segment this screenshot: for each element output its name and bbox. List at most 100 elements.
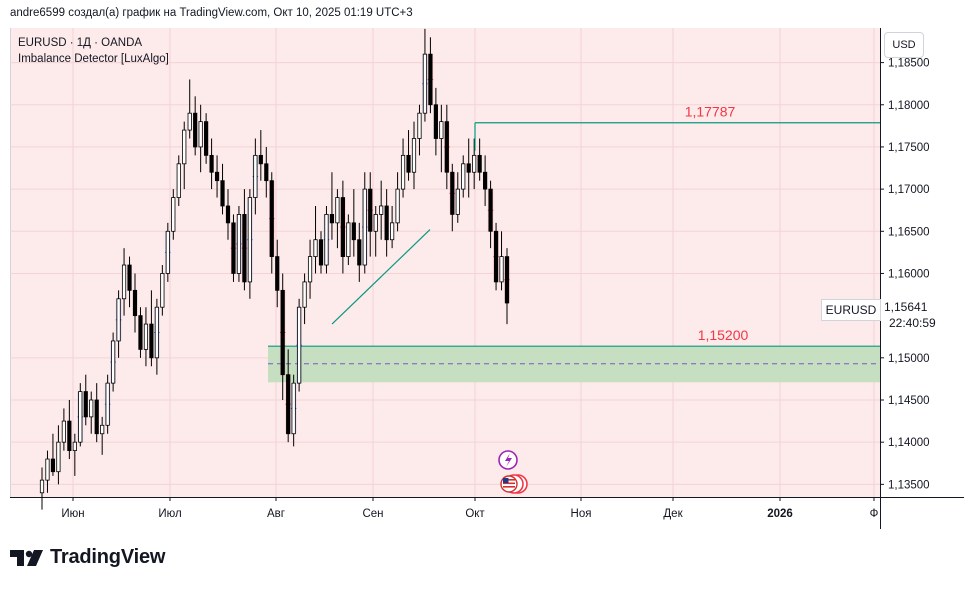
candle-body (253, 154, 258, 198)
candle (89, 391, 94, 434)
candle-body (488, 188, 493, 232)
candle (329, 172, 335, 240)
candle (406, 130, 411, 181)
candle (302, 273, 307, 325)
us-flag-event-icon[interactable] (500, 474, 528, 494)
candle (182, 121, 187, 190)
last-price-label: 1,15641 (884, 300, 928, 314)
candle-body (214, 171, 220, 182)
time-axis[interactable] (10, 497, 880, 529)
candle (313, 205, 318, 274)
candle-body (138, 315, 143, 350)
candle (149, 290, 154, 367)
candle (143, 307, 149, 367)
candle (275, 239, 280, 308)
candle-body (160, 273, 165, 308)
price-tick-label: 1,16500 (888, 226, 930, 238)
candle (154, 298, 160, 375)
candle-body (127, 264, 132, 291)
candle-body (450, 171, 455, 215)
candle (160, 265, 165, 316)
candle (127, 256, 132, 308)
candle (45, 450, 50, 493)
price-tick-label: 1,18500 (888, 58, 930, 70)
time-tick-label: Окт (465, 508, 485, 520)
chart-pane[interactable] (10, 28, 881, 497)
candle (67, 399, 72, 460)
candle-body (165, 230, 170, 274)
candle-body (379, 205, 384, 215)
time-tick-label: Ф (870, 508, 879, 520)
candle-body (384, 205, 389, 241)
tradingview-brand[interactable]: TradingView (10, 546, 165, 569)
candle-body (193, 112, 198, 148)
candle-body (258, 154, 263, 165)
time-tick-label: Сен (362, 508, 383, 520)
candle-body (67, 420, 72, 452)
candle-body (346, 222, 351, 257)
candle-body (94, 399, 99, 435)
candle (323, 205, 330, 274)
candle (279, 273, 286, 400)
candle (395, 172, 400, 232)
currency-button[interactable]: USD (884, 32, 924, 58)
candle-body (433, 104, 438, 139)
lightning-event-icon[interactable] (498, 450, 518, 470)
candle-body (264, 163, 269, 182)
candle-body (357, 239, 362, 266)
candle-body (132, 289, 138, 317)
candle-body (39, 479, 45, 494)
candle-body (406, 154, 411, 173)
candle-body (324, 214, 329, 266)
time-tick-label: Ноя (571, 508, 592, 520)
price-tick-label: 1,17500 (888, 142, 930, 154)
candle (61, 408, 66, 451)
candle (357, 222, 362, 282)
time-tick-label: Дек (663, 508, 683, 520)
candle (307, 239, 313, 299)
trendline-segment[interactable] (331, 229, 431, 325)
candle (390, 205, 395, 249)
candle-body (187, 112, 192, 131)
candle-body (45, 458, 50, 481)
candle (373, 205, 378, 257)
candle (204, 113, 209, 164)
candle (77, 383, 84, 447)
candle-body (280, 289, 285, 376)
time-tick-label: Июл (158, 508, 181, 520)
candle-body (428, 53, 433, 106)
candle-body (154, 306, 159, 359)
chart-legend: EURUSD · 1Д · OANDA Imbalance Detector [… (18, 35, 169, 67)
candle-body (368, 188, 373, 232)
candle (384, 189, 389, 257)
candle (115, 290, 122, 358)
price-tick-label: 1,16000 (888, 268, 930, 280)
candle (104, 374, 111, 434)
candle (335, 189, 340, 249)
candle (187, 79, 192, 139)
bar-countdown-label: 22:40:59 (889, 316, 936, 330)
candle (290, 374, 297, 447)
price-tick-label: 1,15000 (888, 353, 930, 365)
candle-body (417, 112, 422, 139)
candle-body (395, 188, 400, 224)
candle-body (286, 374, 291, 435)
candle-body (149, 323, 154, 359)
candle-body (499, 256, 504, 283)
candle-body (400, 154, 406, 190)
indicator-legend-line[interactable]: Imbalance Detector [LuxAlgo] (18, 53, 169, 65)
time-tick-label: 2026 (767, 508, 793, 520)
symbol-price-tag: EURUSD (821, 299, 881, 321)
event-markers (498, 450, 528, 494)
candle-body (231, 222, 236, 274)
candle-body (220, 180, 225, 207)
symbol-legend-line[interactable]: EURUSD · 1Д · OANDA (18, 37, 143, 49)
candle-body (143, 323, 149, 350)
price-tick-labels: 1,18500 1,18000 1,17500 1,17000 1,16500 1,160… (880, 58, 930, 491)
candle (504, 248, 510, 325)
candle-body (504, 256, 510, 304)
price-axis[interactable] (880, 28, 964, 497)
candle (493, 222, 499, 291)
candle (165, 222, 171, 282)
